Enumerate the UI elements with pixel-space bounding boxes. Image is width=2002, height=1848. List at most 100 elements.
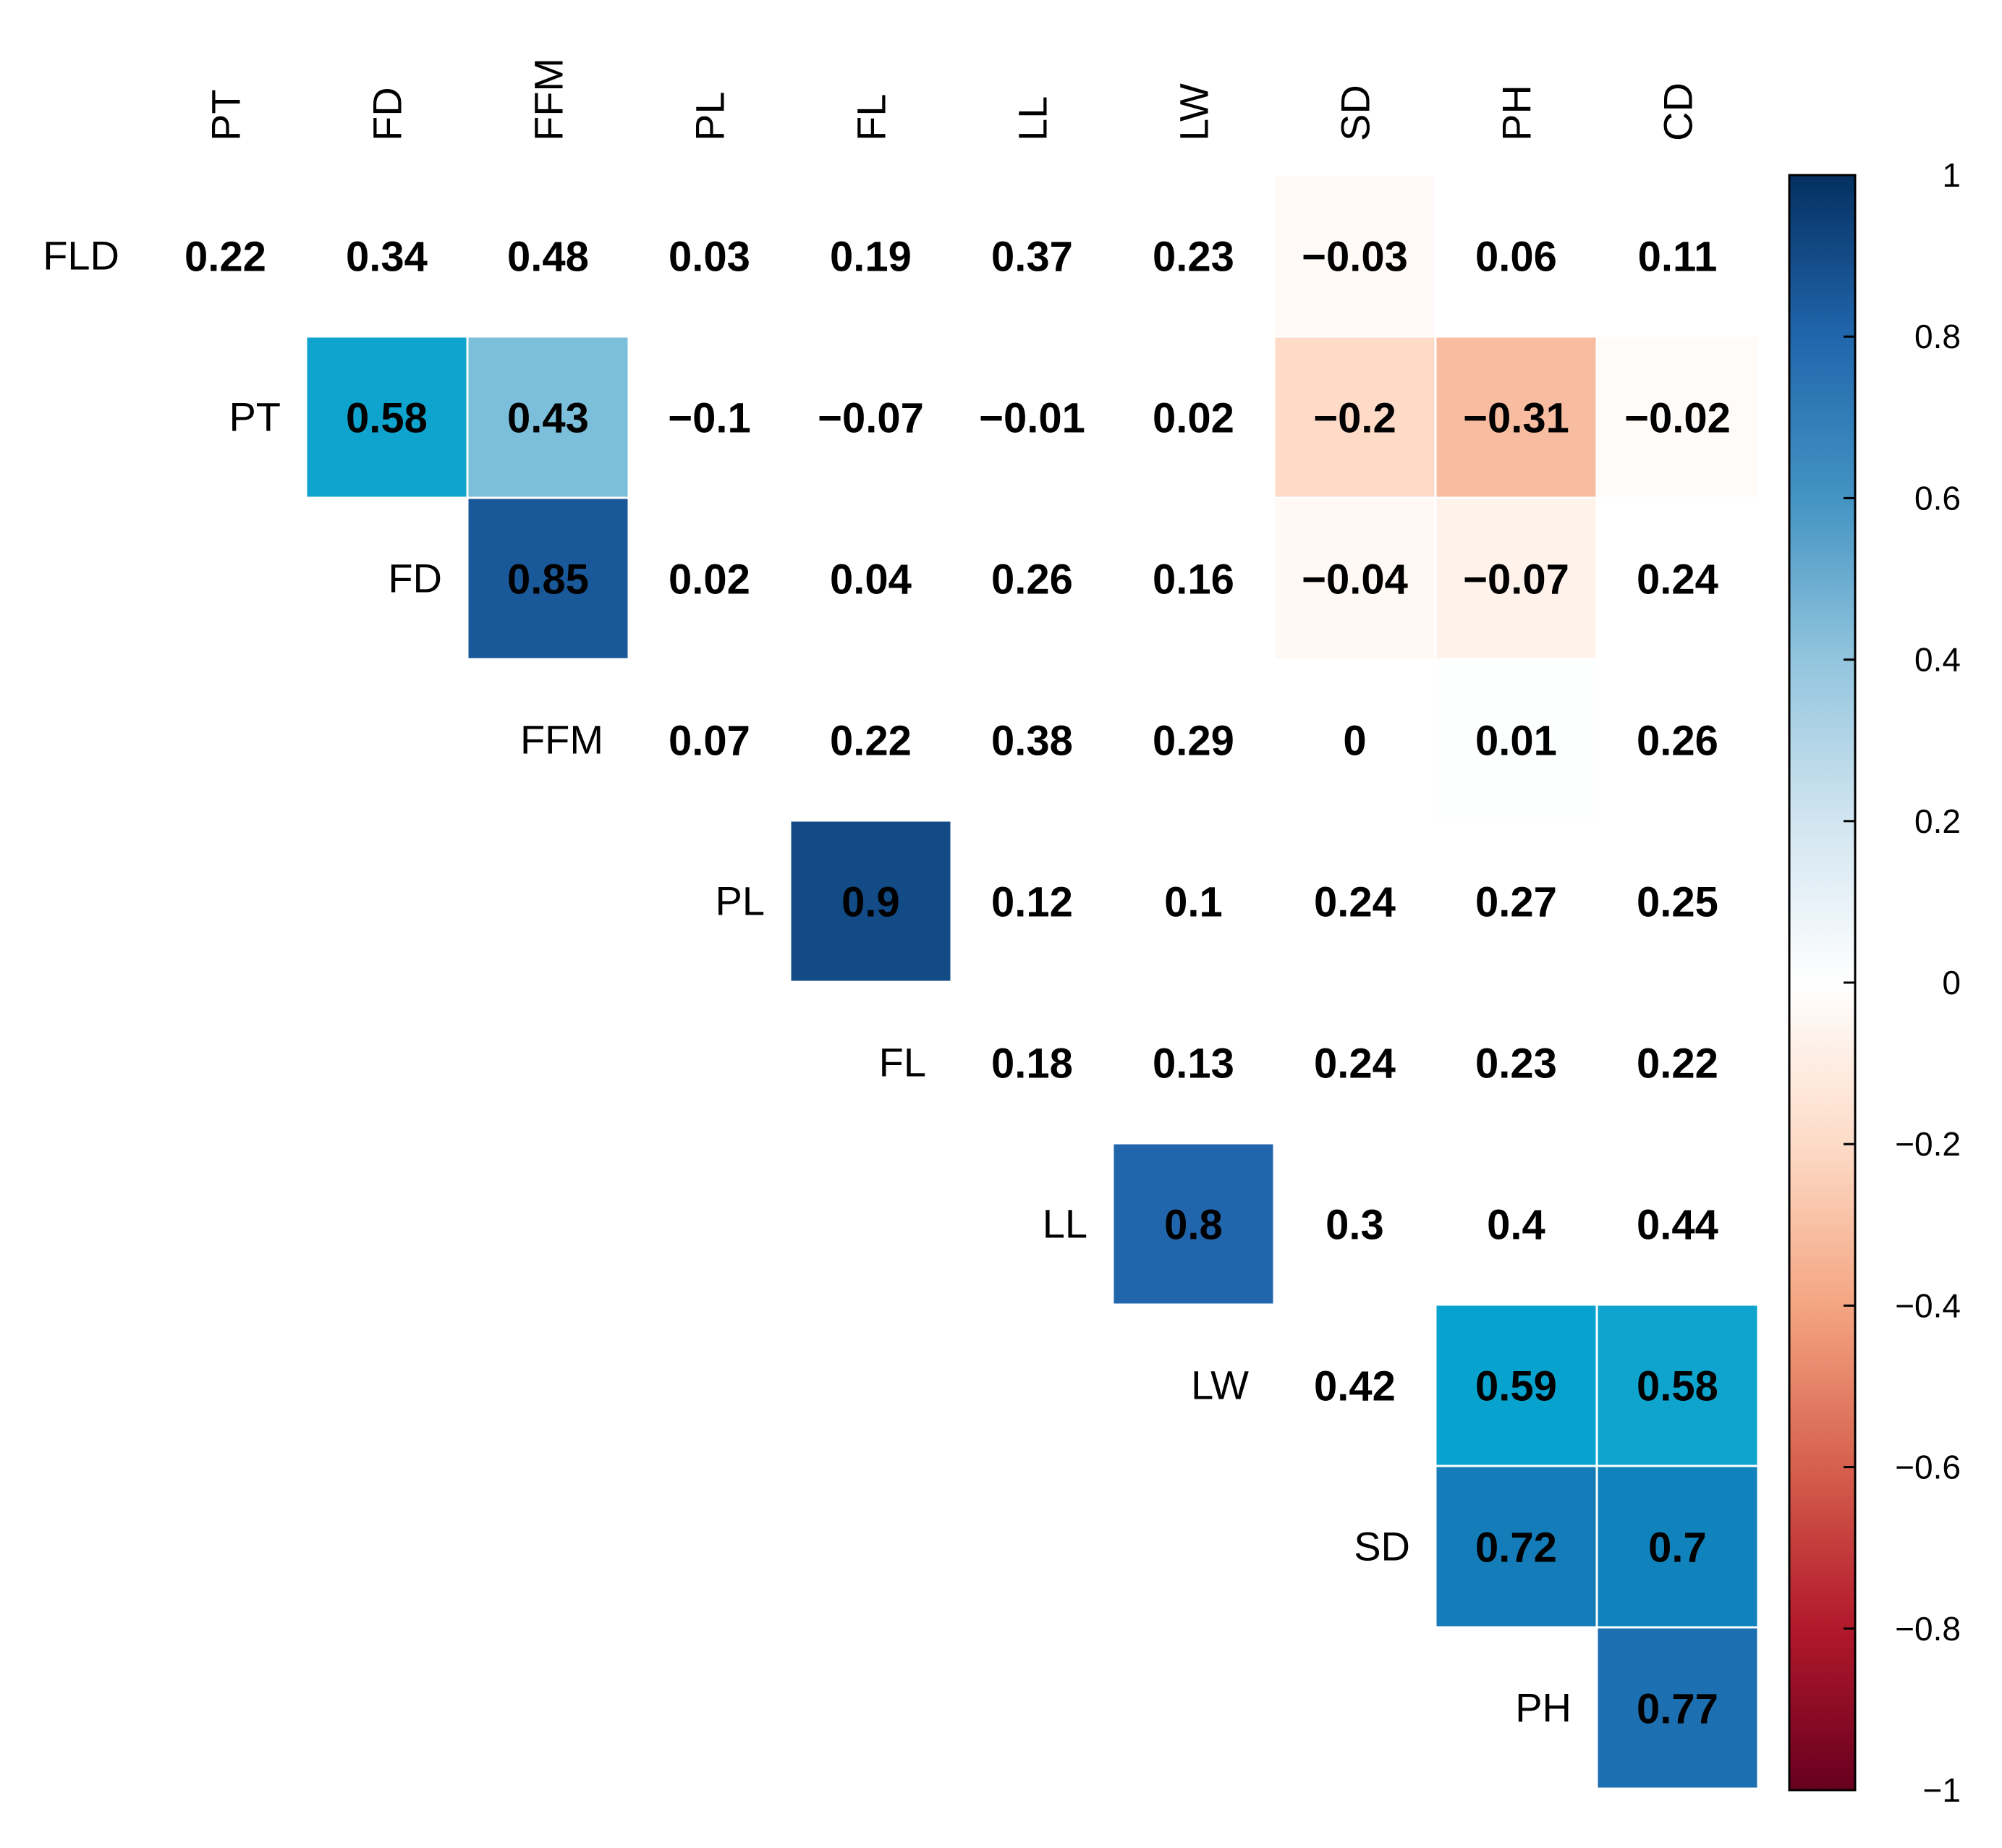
cell-value-FD-FL: 0.04	[830, 556, 912, 603]
heatmap-cell-FFM-PH	[1434, 658, 1598, 822]
row-label-PT: PT	[229, 394, 281, 440]
cell-value-FLD-FL: 0.19	[830, 234, 912, 281]
colorbar-legend: 1 0.8 0.6 0.4 0.2 0 −0.2 −0.4 −0.6 −0.8 −1	[1788, 156, 1961, 1809]
cell-value-LW-SD: 0.42	[1314, 1363, 1396, 1410]
column-label-LL: LL	[1010, 96, 1056, 141]
colorbar-ticks: 1 0.8 0.6 0.4 0.2 0 −0.2 −0.4 −0.6 −0.8 −1	[1844, 156, 1961, 1809]
cell-value-FFM-PL: 0.07	[669, 718, 750, 765]
cell-value-FD-PL: 0.02	[669, 556, 750, 603]
cell-value-PL-LW: 0.1	[1164, 879, 1223, 926]
colorbar-tick-label: −0.4	[1895, 1287, 1961, 1324]
cell-value-PT-CD: −0.02	[1624, 395, 1731, 442]
cell-value-FFM-LW: 0.29	[1153, 718, 1234, 765]
row-label-PL: PL	[716, 878, 765, 924]
cell-value-FLD-PT: 0.22	[184, 234, 266, 281]
values-layer: 0.22 0.34 0.48 0.03 0.19 0.37 0.23 −0.03 0.06 0.1…	[184, 234, 1731, 1733]
cell-value-PT-FFM: 0.43	[507, 395, 589, 442]
heatmap-cell-FLD-SD	[1273, 174, 1437, 338]
cell-value-PL-SD: 0.24	[1314, 879, 1396, 926]
heatmap-cell-PH-CD	[1595, 1626, 1760, 1790]
cell-value-LW-CD: 0.58	[1637, 1363, 1718, 1410]
cell-value-PT-LL: −0.01	[979, 395, 1085, 442]
colorbar-tick-label: 0.2	[1914, 802, 1961, 840]
cell-value-PL-CD: 0.25	[1637, 879, 1718, 926]
column-label-PL: PL	[687, 92, 733, 142]
heatmap-cell-SD-CD	[1595, 1465, 1760, 1629]
cell-value-FFM-SD: 0	[1343, 718, 1366, 765]
cell-value-PL-LL: 0.12	[991, 879, 1073, 926]
column-label-FD: FD	[365, 87, 410, 141]
cell-value-FLD-LW: 0.23	[1153, 234, 1234, 281]
row-label-FLD: FLD	[43, 233, 119, 279]
cell-value-PT-SD: −0.2	[1313, 395, 1396, 442]
heatmap-cell-FD-FFM	[466, 496, 630, 661]
row-label-LL: LL	[1043, 1201, 1087, 1247]
column-label-FL: FL	[849, 94, 894, 141]
column-label-CD: CD	[1655, 82, 1701, 141]
cell-value-PT-PH: −0.31	[1463, 395, 1569, 442]
cell-value-FLD-PH: 0.06	[1475, 234, 1557, 281]
cell-value-PT-FL: −0.07	[818, 395, 924, 442]
cell-value-FD-LL: 0.26	[991, 556, 1073, 603]
colorbar-tick-label: −0.8	[1895, 1610, 1961, 1648]
cell-value-SD-PH: 0.72	[1475, 1525, 1557, 1572]
cell-value-FL-SD: 0.24	[1314, 1040, 1396, 1088]
cell-value-FD-SD: −0.04	[1302, 556, 1408, 603]
colorbar-tick-label: 0.6	[1914, 479, 1961, 517]
heatmap-cell-PL-FL	[789, 819, 953, 983]
row-label-LW: LW	[1191, 1362, 1249, 1408]
colorbar-tick-label: 1	[1942, 156, 1961, 194]
cell-value-FLD-LL: 0.37	[991, 234, 1073, 281]
column-label-PT: PT	[203, 89, 249, 141]
colorbar-tick-label: 0	[1942, 964, 1961, 1001]
column-label-SD: SD	[1333, 85, 1378, 141]
heatmap-cell-LW-CD	[1595, 1303, 1760, 1467]
heatmap-cell-PT-CD	[1595, 335, 1760, 499]
cells-layer	[305, 174, 1760, 1790]
column-labels: PT FD FFM PL FL LL LW SD PH CD	[203, 58, 1701, 141]
cell-value-FLD-FD: 0.34	[346, 234, 428, 281]
cell-value-FLD-CD: 0.11	[1638, 234, 1718, 281]
heatmap-cell-SD-PH	[1434, 1465, 1598, 1629]
heatmap-cell-FFM-SD	[1273, 658, 1437, 822]
row-label-FD: FD	[388, 556, 442, 601]
cell-value-FD-CD: 0.24	[1637, 556, 1718, 603]
cell-value-PL-FL: 0.9	[841, 879, 900, 926]
cell-value-FD-LW: 0.16	[1153, 556, 1234, 603]
cell-value-FFM-LL: 0.38	[991, 718, 1073, 765]
column-label-LW: LW	[1171, 83, 1217, 141]
cell-value-SD-CD: 0.7	[1648, 1525, 1707, 1572]
cell-value-FL-CD: 0.22	[1637, 1040, 1718, 1088]
heatmap-cell-FD-SD	[1273, 496, 1437, 661]
cell-value-FL-PH: 0.23	[1475, 1040, 1557, 1088]
heatmap-cell-PT-FD	[305, 335, 469, 499]
cell-value-FFM-PH: 0.01	[1475, 718, 1557, 765]
cell-value-FD-PH: −0.07	[1463, 556, 1569, 603]
cell-value-FL-LL: 0.18	[991, 1040, 1073, 1088]
cell-value-LW-PH: 0.59	[1475, 1363, 1557, 1410]
cell-value-PL-PH: 0.27	[1475, 879, 1557, 926]
cell-value-FFM-FL: 0.22	[830, 718, 912, 765]
row-label-FL: FL	[879, 1040, 926, 1085]
row-labels: FLD PT FD FFM PL FL LL LW SD PH	[43, 233, 1572, 1731]
cell-value-FLD-SD: −0.03	[1302, 234, 1408, 281]
row-label-SD: SD	[1354, 1524, 1410, 1569]
cell-value-PT-LW: 0.02	[1153, 395, 1234, 442]
cell-value-FD-FFM: 0.85	[507, 556, 589, 603]
heatmap-cell-LW-PH	[1434, 1303, 1598, 1467]
colorbar-tick-label: −1	[1923, 1771, 1961, 1809]
colorbar-tick-label: −0.6	[1895, 1449, 1961, 1486]
row-label-FFM: FFM	[520, 717, 603, 763]
colorbar-tick-label: 0.4	[1914, 641, 1961, 679]
cell-value-PT-PL: −0.1	[668, 395, 751, 442]
cell-value-LL-PH: 0.4	[1487, 1202, 1545, 1249]
cell-value-PH-CD: 0.77	[1637, 1686, 1718, 1733]
colorbar-tick-label: −0.2	[1895, 1125, 1961, 1163]
cell-value-LL-CD: 0.44	[1637, 1202, 1718, 1249]
cell-value-FLD-PL: 0.03	[669, 234, 750, 281]
row-label-PH: PH	[1515, 1685, 1572, 1731]
cell-value-FL-LW: 0.13	[1153, 1040, 1234, 1088]
cell-value-LL-SD: 0.3	[1326, 1202, 1384, 1249]
